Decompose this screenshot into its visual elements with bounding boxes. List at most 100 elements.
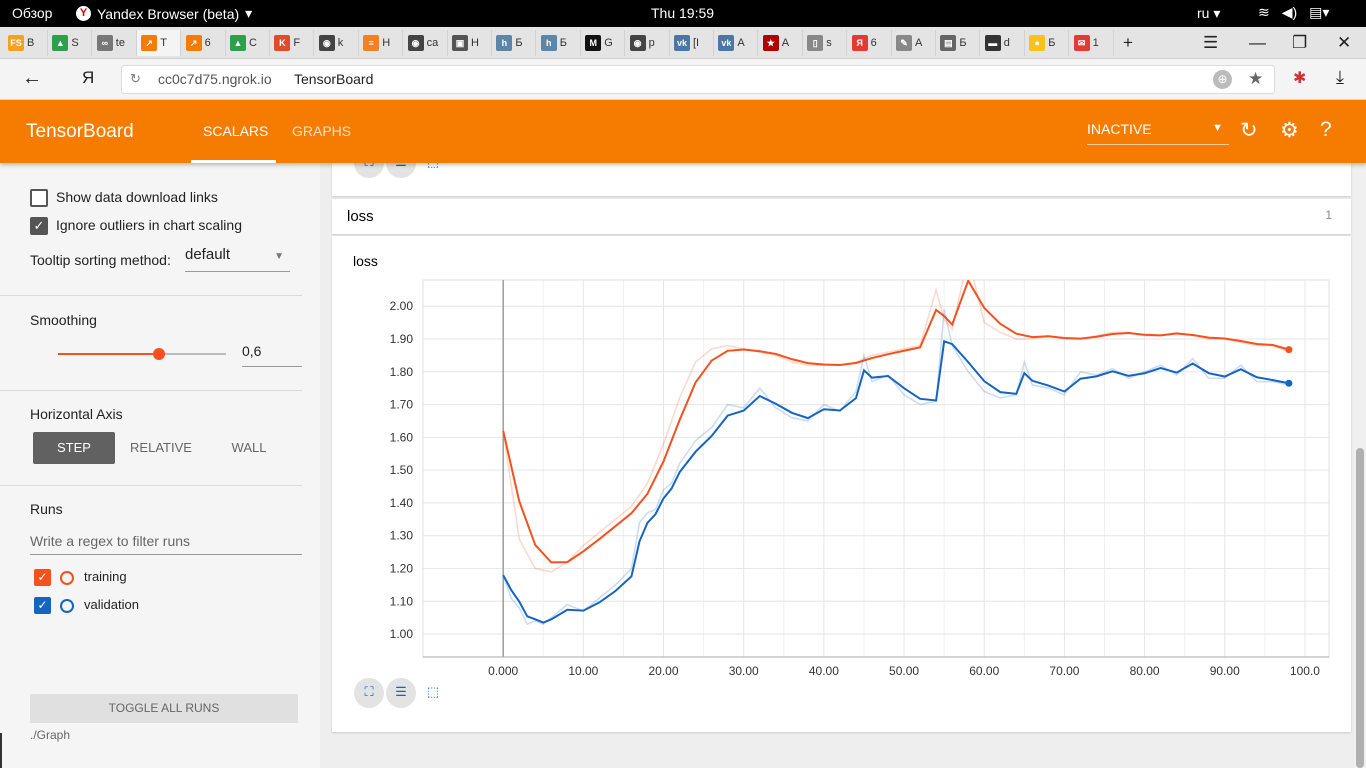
ignore-outliers-checkbox[interactable]: ✓ [30,217,48,235]
url-field[interactable]: ↻ cc0c7d75.ngrok.io TensorBoard ⊕ ★ [121,65,1275,94]
browser-tab[interactable]: ▣ H [448,30,492,56]
tab-label: Б [515,37,523,49]
browser-tab[interactable]: ↗ T [137,30,182,56]
tab-favicon-icon: vk [674,35,690,51]
clock[interactable]: Thu 19:59 [651,5,715,21]
run-status-dropdown[interactable]: INACTIVE ▼ [1087,121,1229,145]
keyboard-layout[interactable]: ru ▾ [1197,5,1221,21]
category-count: 1 [1325,208,1332,222]
help-icon[interactable]: ? [1320,118,1332,141]
browser-tab[interactable]: ✉ 1 [1070,30,1114,56]
tab-favicon-icon: ● [1029,35,1046,51]
clipboard-icon[interactable]: ▤▾ [1309,4,1330,20]
app-menu[interactable]: Y Yandex Browser (beta) ▾ [76,5,252,22]
close-icon[interactable]: ✕ [1337,33,1352,52]
tooltip-sort-value: default [185,246,231,263]
reload-icon[interactable]: ↻ [130,71,141,86]
gear-icon[interactable]: ⚙ [1280,119,1299,142]
loss-chart[interactable]: 0.000 10.00 20.00 30.00 40.00 50.00 60.00 70.00… [332,236,1351,732]
haxis-wall-button[interactable]: WALL [231,440,267,455]
browser-tab[interactable]: ◉ p [626,30,670,56]
browser-tab[interactable]: ★ A [759,30,803,56]
tab-favicon-icon: ◉ [407,35,424,51]
run-validation-color-swatch[interactable] [60,599,74,613]
yandex-home-button[interactable]: Я [82,68,95,87]
browser-tab[interactable]: ● Б [1025,30,1070,56]
window-edge [0,733,2,768]
haxis-step-button[interactable]: STEP [33,432,115,464]
runs-regex-input[interactable]: Write a regex to filter runs [30,533,302,555]
menu-icon[interactable]: ☰ [1203,33,1219,52]
tab-label: A [915,37,923,49]
run-validation-checkbox[interactable]: ✓ [34,597,51,614]
fit-domain-icon[interactable]: ⬚ [426,684,440,699]
haxis-relative-button[interactable]: RELATIVE [130,440,192,455]
tab-favicon-icon: ∞ [96,35,113,51]
tab-label: S [71,37,79,49]
browser-tab[interactable]: ▲ C [226,30,270,56]
system-tray[interactable]: ≋ ◀) ▤▾ [1258,4,1329,21]
refresh-icon[interactable]: ↻ [1240,119,1258,142]
wifi-icon[interactable]: ≋ [1258,4,1270,20]
browser-tab[interactable]: ▬ d [981,30,1025,56]
divider [0,295,302,296]
smoothing-slider-knob[interactable] [152,348,165,360]
toggle-all-runs-button[interactable]: TOGGLE ALL RUNS [30,694,298,723]
list-icon[interactable]: ☰ [386,163,416,178]
page-scrollbar-thumb[interactable] [1356,448,1364,768]
y-tick-label: 1.30 [390,529,414,543]
run-training-color-swatch[interactable] [60,571,74,585]
browser-tab[interactable]: FS B [4,30,48,56]
graph-path-label: ./Graph [30,728,71,742]
list-icon[interactable]: ☰ [386,678,416,708]
series-line-validation [502,339,1290,624]
browser-tab[interactable]: vk [I [670,30,714,56]
globe-icon[interactable]: ⊕ [1213,70,1232,89]
browser-tab[interactable]: ▤ Б [936,30,981,56]
ladybug-icon[interactable]: ✱ [1293,70,1307,87]
tab-favicon-icon: ★ [762,35,779,51]
star-icon[interactable]: ★ [1248,69,1264,88]
smoothing-value-input[interactable]: 0,6 [242,343,302,367]
tab-label: H [471,37,479,49]
category-header-loss[interactable]: loss 1 [332,199,1351,234]
browser-tab[interactable]: ≡ H [359,30,404,56]
download-icon[interactable]: ⤓ [1336,67,1344,87]
smoothing-slider[interactable] [58,348,226,360]
tab-label: 1 [1092,37,1099,49]
tab-label: te [115,37,125,49]
browser-tab[interactable]: ◉ ca [404,30,448,56]
browser-tab[interactable]: ✎ A [892,30,936,56]
page-scrollbar[interactable] [1354,163,1366,768]
tooltip-sort-select[interactable]: default ▼ [185,246,290,272]
fit-domain-icon[interactable]: ⬚ [418,163,448,178]
browser-tab[interactable]: ↗ 6 [182,30,226,56]
expand-icon[interactable]: ⛶ [354,678,384,708]
browser-tab[interactable]: vk A [714,30,759,56]
new-tab-icon[interactable]: + [1123,33,1133,52]
activities-button[interactable]: Обзор [12,5,53,21]
browser-tab[interactable]: ▲ S [48,30,93,56]
x-tick-label: 30.00 [729,664,759,678]
tab-graphs[interactable]: GRAPHS [292,123,352,139]
show-download-checkbox[interactable] [30,189,48,207]
arrow-left-icon[interactable]: ← [22,67,42,89]
expand-icon[interactable]: ⛶ [354,163,384,178]
run-training-checkbox[interactable]: ✓ [34,569,51,586]
tab-scalars[interactable]: SCALARS [203,123,269,139]
maximize-icon[interactable]: ❐ [1292,33,1308,52]
minimize-icon[interactable]: — [1249,33,1266,52]
browser-tab[interactable]: ◉ k [315,30,359,56]
browser-tab[interactable]: ▯ s [803,30,848,56]
x-tick-label: 70.00 [1049,664,1079,678]
chart-card-loss: loss 0.000 10.00 20.00 30.00 40.00 50.00 60.00… [332,236,1351,732]
volume-icon[interactable]: ◀) [1281,4,1298,20]
runs-label: Runs [30,501,63,517]
browser-tab[interactable]: ∞ te [93,30,137,56]
tab-favicon-icon: ▣ [452,35,468,51]
